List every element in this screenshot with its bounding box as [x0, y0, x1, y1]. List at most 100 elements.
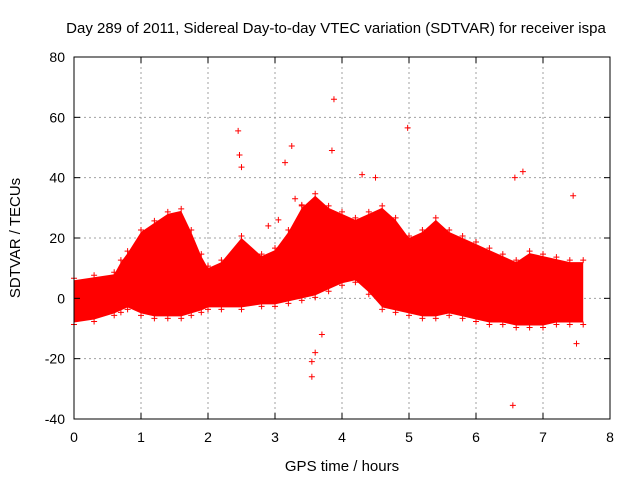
data-point — [238, 233, 245, 239]
data-point — [339, 282, 345, 289]
data-point — [272, 303, 278, 310]
data-band — [74, 195, 584, 326]
x-tick-label: 1 — [137, 429, 145, 445]
data-point — [566, 257, 573, 264]
data-point — [124, 248, 131, 255]
x-tick-label: 5 — [405, 429, 413, 445]
data-point — [446, 312, 453, 319]
data-point — [205, 263, 211, 270]
data-point — [205, 306, 211, 313]
data-point — [352, 279, 359, 286]
data-point — [499, 321, 506, 328]
data-point — [499, 251, 506, 258]
outlier-point — [292, 195, 299, 202]
outlier-point — [509, 402, 516, 409]
data-point — [117, 309, 124, 316]
outlier-point — [359, 171, 366, 178]
outlier-point — [235, 127, 242, 134]
data-point — [91, 272, 98, 279]
data-point — [151, 217, 158, 224]
data-point — [526, 324, 533, 331]
data-point — [486, 321, 493, 328]
data-point — [392, 309, 399, 316]
data-point — [580, 257, 587, 264]
data-point — [379, 202, 386, 209]
outlier-point — [308, 373, 315, 380]
x-tick-label: 3 — [271, 429, 279, 445]
data-point — [352, 214, 359, 221]
data-point — [218, 306, 225, 313]
data-point — [379, 306, 386, 313]
data-point — [446, 226, 453, 233]
x-tick-label: 2 — [204, 429, 212, 445]
data-point — [540, 324, 546, 331]
outlier-point — [328, 147, 335, 154]
data-point — [419, 226, 426, 233]
data-point — [238, 306, 245, 313]
data-point — [111, 312, 118, 319]
data-point — [553, 254, 560, 261]
outlier-point — [511, 174, 518, 181]
data-point — [138, 226, 144, 233]
x-tick-label: 0 — [70, 429, 78, 445]
outlier-point — [312, 349, 319, 356]
y-tick-label: 40 — [49, 170, 65, 186]
data-point — [392, 214, 399, 221]
y-tick-label: 80 — [49, 49, 65, 65]
outlier-point — [238, 164, 245, 171]
data-point — [526, 248, 533, 255]
outlier-point — [288, 142, 295, 149]
data-point — [188, 226, 195, 233]
data-point — [325, 288, 332, 295]
outlier-point — [282, 159, 289, 166]
x-tick-label: 8 — [606, 429, 614, 445]
data-point — [198, 309, 205, 316]
data-point — [540, 251, 546, 258]
x-tick-label: 6 — [472, 429, 480, 445]
outlier-point — [519, 168, 526, 175]
axis-ticks: 0 1 2 3 4 5 6 7 8 -40 -20 0 20 40 60 80 — [45, 49, 614, 445]
data-point — [285, 300, 292, 307]
outlier-point — [265, 222, 272, 229]
data-point — [91, 318, 98, 325]
outlier-point — [404, 124, 411, 131]
data-point — [117, 257, 124, 264]
data-point — [312, 294, 319, 301]
chart-title: Day 289 of 2011, Sidereal Day-to-day VTE… — [66, 20, 606, 37]
data-point — [473, 239, 479, 246]
data-point — [419, 315, 426, 322]
data-point — [486, 245, 493, 252]
y-axis-label: SDTVAR / TECUs — [7, 178, 24, 298]
data-points — [71, 96, 587, 409]
data-point — [138, 312, 144, 319]
data-point — [298, 297, 305, 304]
data-point — [124, 306, 131, 313]
data-point — [566, 321, 573, 328]
data-point — [339, 208, 345, 215]
data-point — [459, 315, 466, 322]
data-point — [432, 315, 439, 322]
data-point — [365, 291, 372, 298]
data-point — [459, 233, 466, 239]
data-point — [312, 190, 319, 197]
data-point — [178, 205, 185, 212]
y-tick-label: -40 — [45, 411, 65, 427]
data-point — [164, 315, 171, 322]
data-point — [188, 312, 195, 319]
outlier-point — [308, 358, 315, 365]
outlier-point — [236, 152, 243, 159]
data-point — [513, 257, 520, 264]
data-point — [218, 257, 225, 264]
x-tick-label: 4 — [338, 429, 346, 445]
data-point — [164, 208, 171, 215]
y-tick-label: 20 — [49, 230, 65, 246]
data-point — [432, 214, 439, 221]
outlier-point — [570, 192, 577, 199]
data-point — [473, 318, 479, 325]
data-point — [111, 269, 118, 276]
y-tick-label: 60 — [49, 109, 65, 125]
data-point — [272, 245, 278, 252]
outlier-point — [573, 340, 580, 347]
data-point — [406, 233, 412, 239]
